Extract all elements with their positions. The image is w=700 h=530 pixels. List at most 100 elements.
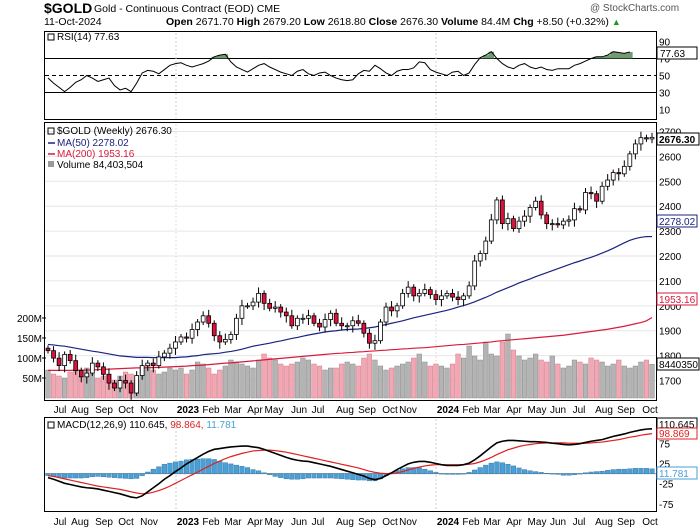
price-candle <box>416 288 422 303</box>
price-candle <box>328 310 333 327</box>
price-candle <box>549 219 555 231</box>
rsi-tick-50: 50 <box>659 72 671 83</box>
volume-bar <box>189 369 195 399</box>
volume-bar <box>621 365 627 399</box>
volume-bar <box>610 363 616 399</box>
macd-hist-bar <box>117 473 123 479</box>
volume-bar <box>649 363 655 399</box>
volume-tick-100M: 100M <box>17 354 42 365</box>
price-candle <box>355 314 361 327</box>
ohlc-readout: Open 2671.70 High 2679.20 Low 2618.80 Cl… <box>166 16 621 28</box>
candle-body <box>372 340 378 344</box>
x-axis-macd-tick-May: May <box>265 517 284 528</box>
x-axis-price-tick-May: May <box>265 405 284 416</box>
chg-value: +8.50 (+0.32%) <box>536 16 609 28</box>
x-axis-macd-tick-Apr: Apr <box>247 517 263 528</box>
volume-bar <box>67 371 73 399</box>
price-candle <box>162 350 167 362</box>
volume-bar <box>494 355 500 399</box>
candle-body <box>145 362 151 367</box>
macd-series <box>45 428 655 499</box>
price-candle <box>300 313 306 324</box>
volume-bar <box>638 361 644 399</box>
price-candle <box>500 195 505 230</box>
x-axis-macd-tick-2024: 2024 <box>437 517 460 528</box>
candle-body <box>511 218 516 230</box>
price-candle <box>444 290 450 299</box>
macd-hist-bar <box>372 473 378 482</box>
volume-bar <box>344 361 350 399</box>
price-candle <box>344 322 350 332</box>
x-axis-macd-tick-Jul: Jul <box>312 517 325 528</box>
price-candle <box>378 319 383 344</box>
volume-bar <box>172 369 179 399</box>
candle-body <box>283 311 289 317</box>
macd-tick-75: 75 <box>659 439 671 450</box>
price-candle <box>289 309 295 329</box>
price-candle <box>610 169 616 186</box>
x-axis-price-tick-Aug: Aug <box>336 405 354 416</box>
volume-bar <box>339 363 345 399</box>
candle-body <box>67 354 73 362</box>
x-axis-macd-tick-Apr: Apr <box>506 517 522 528</box>
volume-bar <box>261 353 267 399</box>
x-axis-price-tick-Sep: Sep <box>617 405 635 416</box>
price-tick-1900: 1900 <box>659 327 682 338</box>
price-candle <box>267 298 272 312</box>
macd-hist-bar <box>649 468 655 474</box>
price-candle <box>95 360 101 372</box>
price-candle <box>405 281 411 298</box>
macd-hist-bar <box>621 468 627 474</box>
x-axis-macd-tick-Sep: Sep <box>358 517 376 528</box>
price-candle <box>200 311 206 326</box>
price-candle <box>428 286 433 299</box>
macd-hist-bar <box>300 473 306 480</box>
x-axis-price-tick-Mar: Mar <box>224 405 242 416</box>
candle-body <box>533 200 538 208</box>
macd-hist-bar <box>267 473 273 476</box>
macd-hist-bar <box>499 462 505 474</box>
candle-body <box>62 354 67 367</box>
candle-body <box>561 220 566 226</box>
candle-body <box>477 253 483 262</box>
price-candle <box>317 318 322 332</box>
candle-body <box>278 306 284 313</box>
candle-body <box>256 292 261 303</box>
macd-hist-bar <box>78 473 84 479</box>
volume-bar <box>388 367 395 399</box>
rsi-overbought-fill <box>211 51 633 59</box>
macd-hist-bar <box>123 473 129 479</box>
volume-bar <box>416 353 422 399</box>
candle-body <box>173 341 178 349</box>
macd-hist-bar <box>311 473 317 479</box>
x-axis-macd-tick-Jun: Jun <box>550 517 566 528</box>
low-label: Low <box>303 16 325 28</box>
price-candle <box>361 320 367 338</box>
volume-tick-150M: 150M <box>17 334 42 345</box>
candle-body <box>555 223 561 226</box>
copyright-label[interactable]: @ StockCharts.com <box>590 3 680 14</box>
macd-hist-bar <box>438 473 444 475</box>
candle-body <box>167 347 173 354</box>
macd-legend-signal: 98.864, <box>170 420 203 431</box>
candle-body <box>178 336 184 343</box>
candle-body <box>494 199 500 221</box>
price-candle <box>101 362 106 380</box>
volume-bar <box>366 353 372 399</box>
volume-bar <box>50 373 57 399</box>
rsi-last-tag: 77.63 <box>656 46 698 60</box>
macd-hist-bar <box>599 470 605 474</box>
x-axis-price-tick-Oct: Oct <box>118 405 134 416</box>
price-candle <box>544 211 550 230</box>
macd-hist-bar <box>555 473 561 475</box>
macd-hist-bar <box>627 468 633 474</box>
x-axis-price-tick-Jun: Jun <box>291 405 307 416</box>
price-candle <box>599 181 605 205</box>
volume-label: Volume <box>441 16 479 28</box>
volume-bar <box>544 361 550 399</box>
price-candle <box>516 216 522 233</box>
macd-hist-bar <box>632 468 638 474</box>
macd-hist-bar <box>184 459 190 474</box>
volume-bar <box>95 377 101 399</box>
